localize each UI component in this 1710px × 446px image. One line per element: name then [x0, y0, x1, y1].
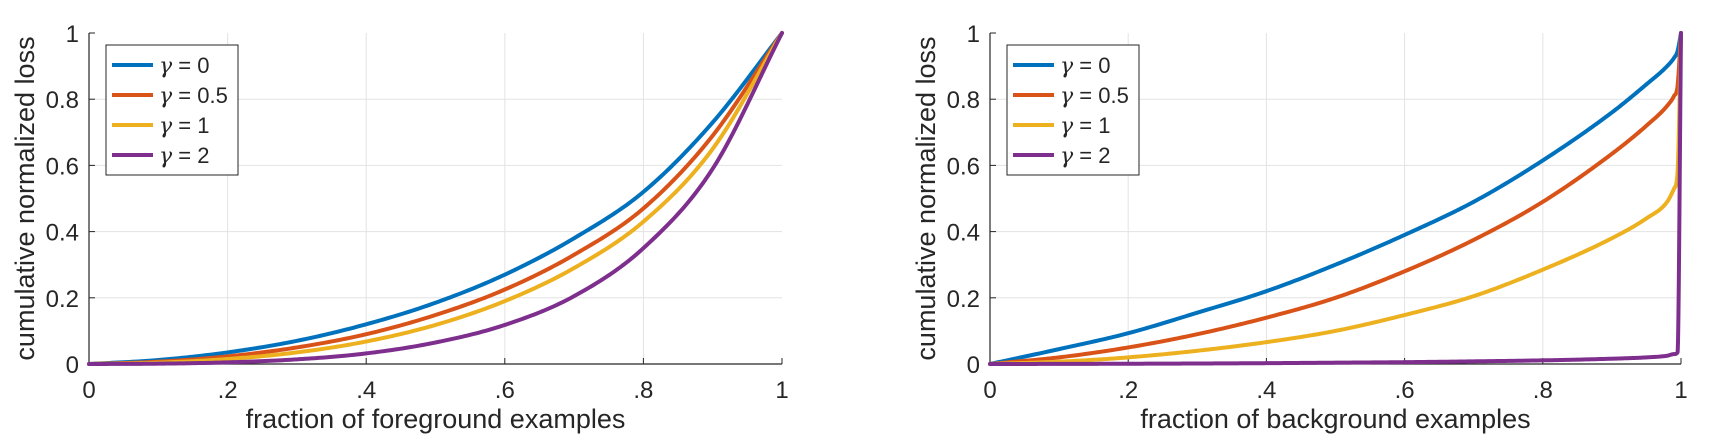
- x-tick-label: .4: [356, 377, 376, 404]
- x-tick-label: .8: [633, 377, 653, 404]
- y-tick-label: 0.8: [46, 87, 79, 114]
- y-tick-label: 0.2: [46, 286, 79, 313]
- y-tick-label: 0.4: [46, 220, 79, 247]
- y-tick-label: 0.8: [947, 87, 980, 114]
- x-tick-label: 0: [82, 377, 95, 404]
- y-tick-label: 0.6: [947, 153, 980, 180]
- x-tick-label: 1: [775, 377, 788, 404]
- x-axis-title: fraction of foreground examples: [246, 404, 626, 434]
- x-tick-label: .6: [1395, 377, 1415, 404]
- x-tick-label: .2: [218, 377, 238, 404]
- legend-entry-4: γ = 2: [1060, 143, 1110, 169]
- legend-entry-2: γ = 0.5: [159, 83, 228, 109]
- x-tick-label: 0: [983, 377, 996, 404]
- x-tick-label: .8: [1533, 377, 1553, 404]
- series-lines: [988, 31, 1683, 366]
- y-tick-label: 0.4: [947, 220, 980, 247]
- y-tick-label: 0: [66, 352, 79, 379]
- series-line-2: [988, 31, 1683, 366]
- legend: γ = 0 γ = 0.5 γ = 1 γ = 2: [1006, 44, 1140, 176]
- y-tick-label: 1: [967, 21, 980, 48]
- series-line-3: [988, 31, 1683, 366]
- x-tick-label: .4: [1256, 377, 1276, 404]
- x-axis-title: fraction of background examples: [1140, 404, 1530, 434]
- legend-entry-1: γ = 0: [1060, 53, 1110, 79]
- series-line-4: [988, 31, 1683, 366]
- series-line-1: [988, 31, 1683, 366]
- y-tick-label: 1: [66, 21, 79, 48]
- y-tick-label: 0.6: [46, 153, 79, 180]
- series-line-1: [87, 31, 784, 366]
- y-tick-label: 0: [967, 352, 980, 379]
- y-axis-title: cumulative normalized loss: [911, 36, 941, 360]
- legend-entry-3: γ = 1: [159, 113, 209, 139]
- legend-entry-4: γ = 2: [159, 143, 209, 169]
- legend-entry-3: γ = 1: [1060, 113, 1110, 139]
- x-tick-label: .6: [495, 377, 515, 404]
- x-tick-label: 1: [1674, 377, 1687, 404]
- x-tick-label: .2: [1118, 377, 1138, 404]
- legend-entry-1: γ = 0: [159, 53, 209, 79]
- series-line-2: [87, 31, 784, 366]
- series-line-3: [87, 31, 784, 366]
- y-axis-title: cumulative normalized loss: [10, 36, 40, 360]
- y-tick-label: 0.2: [947, 286, 980, 313]
- legend: γ = 0 γ = 0.5 γ = 1 γ = 2: [105, 44, 239, 176]
- series-lines: [87, 31, 784, 366]
- series-line-4: [87, 31, 784, 366]
- legend-entry-2: γ = 0.5: [1060, 83, 1129, 109]
